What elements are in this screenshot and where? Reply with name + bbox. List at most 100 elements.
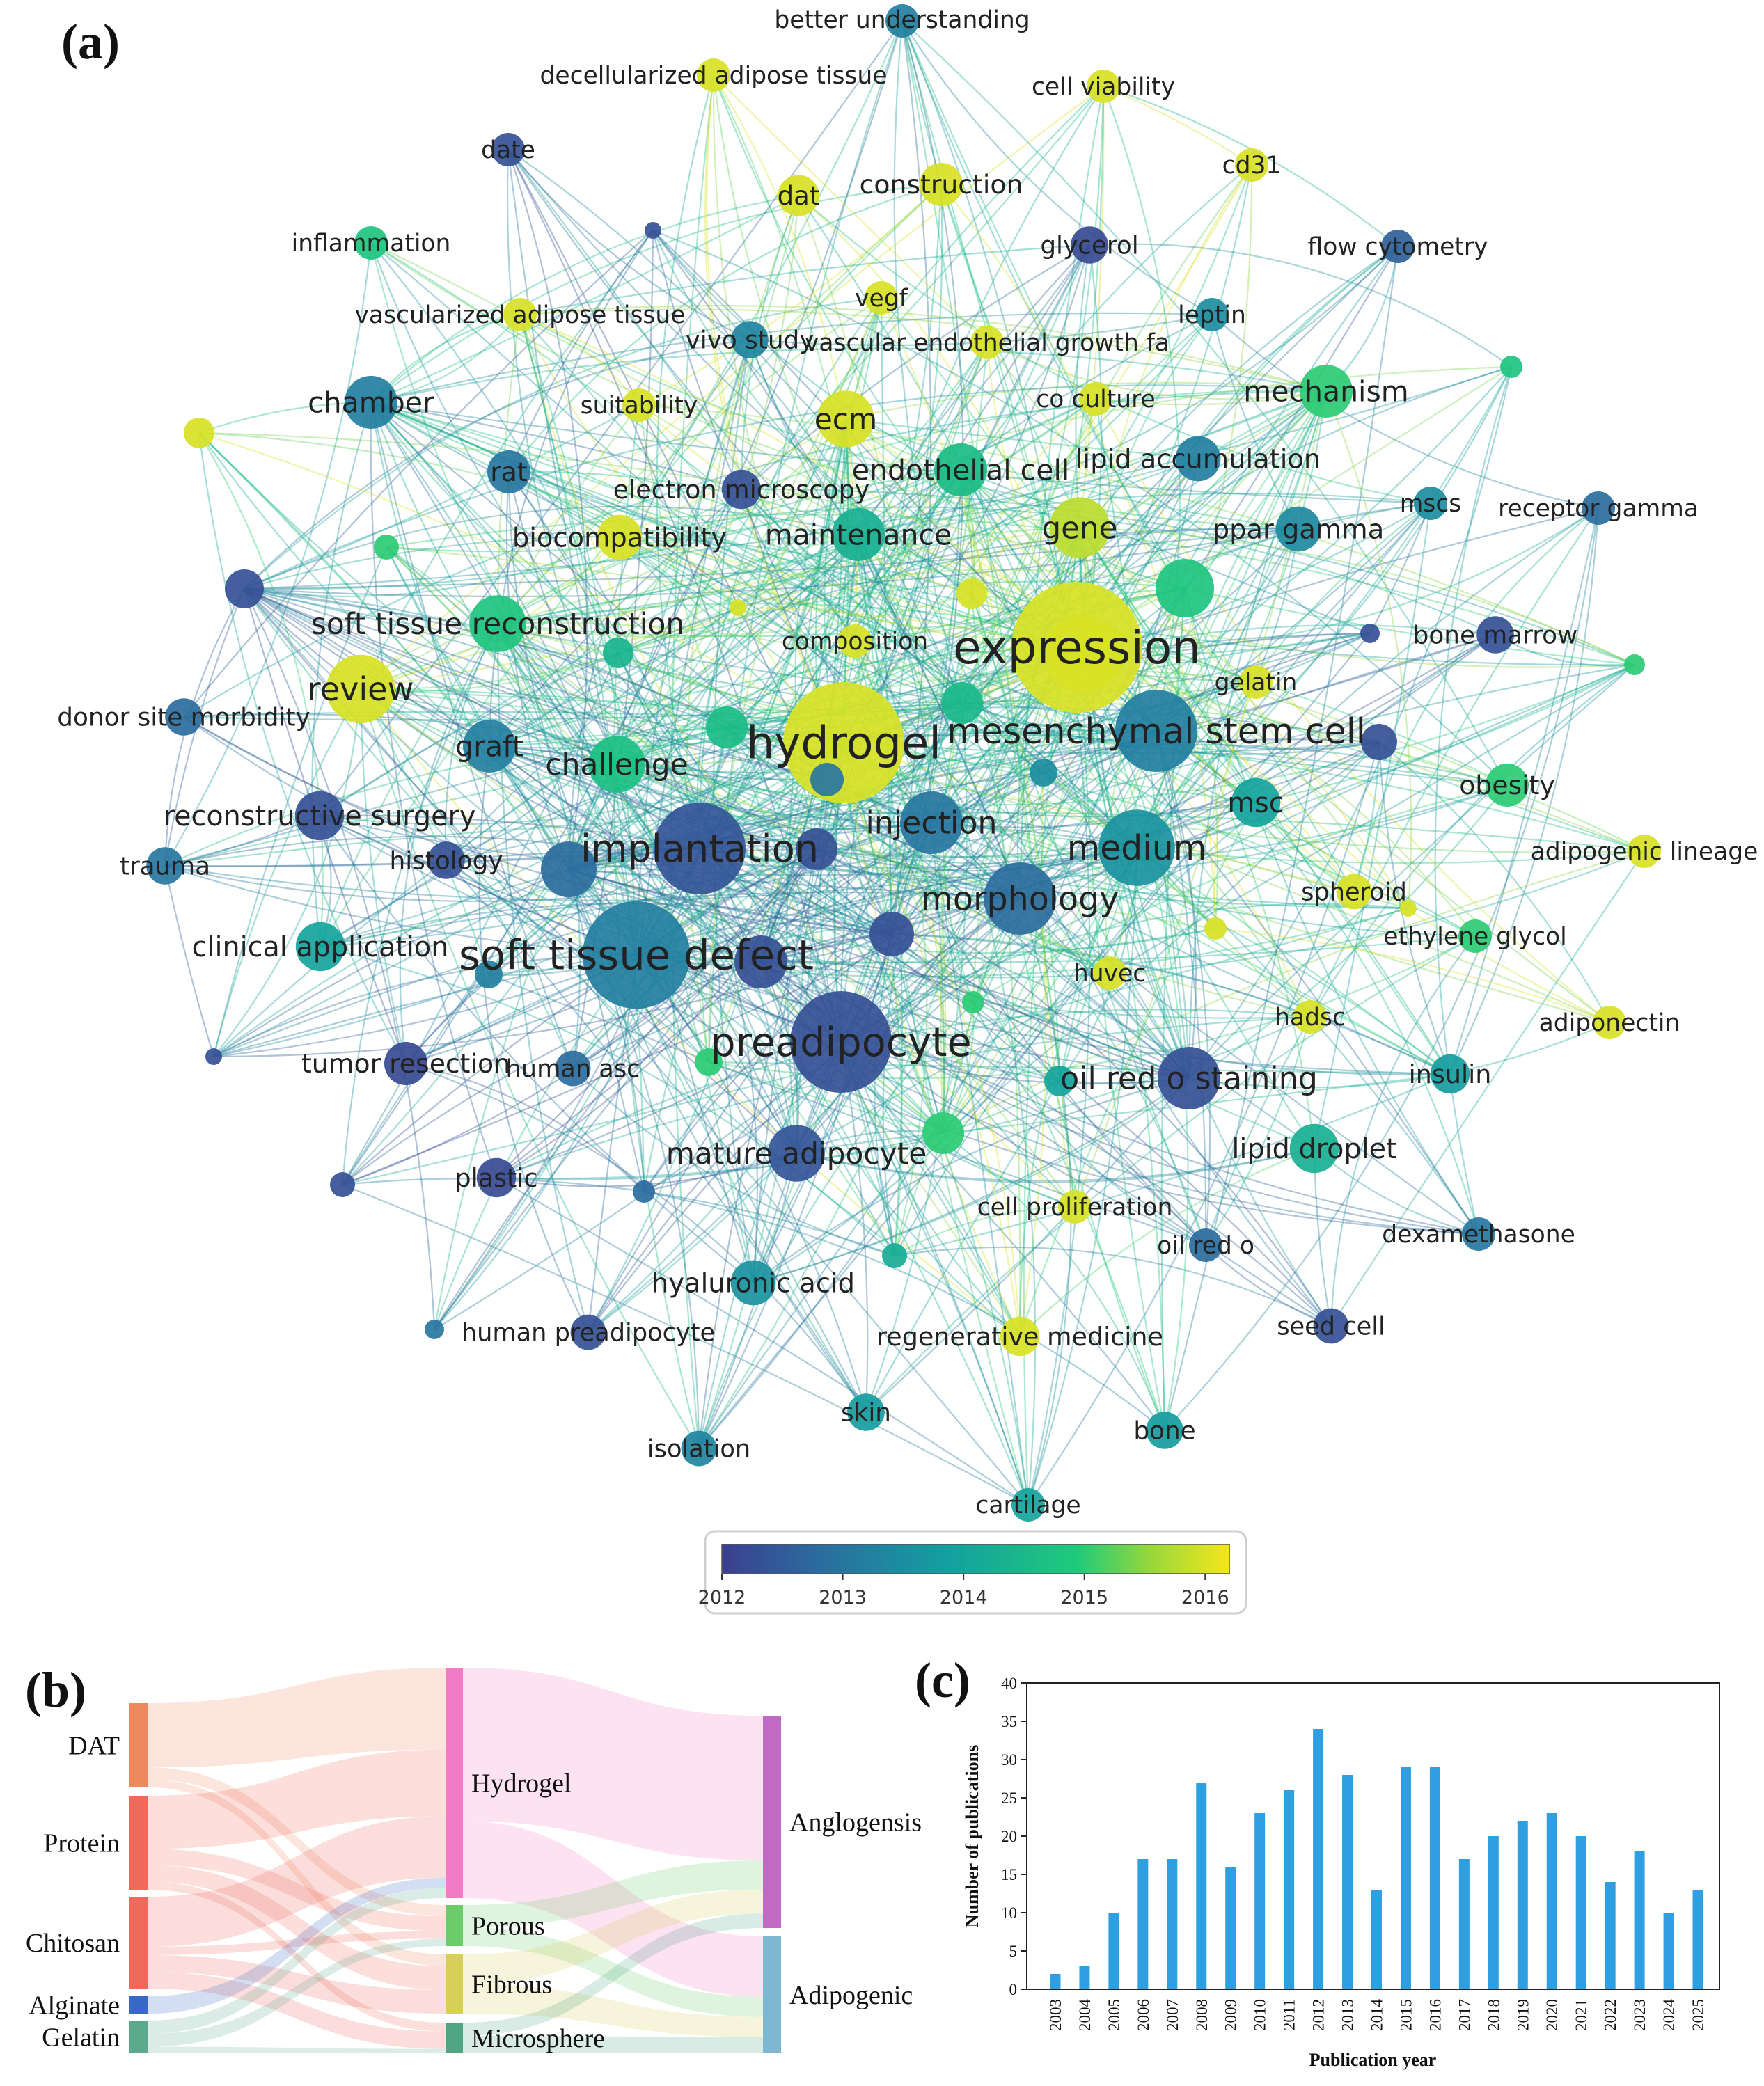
network-edge — [433, 86, 1104, 1330]
x-tick-2013: 2013 — [1339, 1999, 1357, 2031]
label-mature-adipocyte: mature adipocyte — [666, 1137, 927, 1171]
network-edge — [519, 314, 1299, 530]
node-unlabeled — [475, 961, 503, 988]
label-inflammation: inflammation — [292, 230, 451, 258]
node-adipogenic-lineage — [1628, 835, 1661, 868]
node-unlabeled — [796, 828, 837, 870]
network-edge — [636, 654, 1084, 956]
sankey-label-microsphere: Microsphere — [471, 2024, 605, 2053]
node-unlabeled — [1400, 900, 1417, 917]
network-edge — [1136, 846, 1645, 864]
network-edge — [1205, 1245, 1332, 1327]
sankey-link-chitosan-microsphere — [148, 1972, 446, 2049]
network-edge — [319, 815, 842, 1043]
network-edge — [1449, 507, 1600, 1075]
sankey-link-hydrogel-adipogenic — [463, 1821, 763, 1997]
network-edge — [726, 727, 1030, 1506]
sankey-link-protein-microsphere — [148, 1881, 446, 2032]
network-edge — [865, 935, 1476, 1413]
network-edge — [370, 402, 1084, 656]
network-edge — [506, 149, 618, 765]
network-edge — [497, 623, 762, 963]
network-edge — [370, 242, 1190, 1079]
label-date: date — [481, 136, 535, 164]
network-edge — [497, 592, 972, 638]
network-edge — [497, 623, 581, 1069]
network-edge — [901, 20, 1186, 589]
network-edge — [244, 528, 1299, 598]
bar-2022 — [1605, 1882, 1616, 1989]
network-edge — [359, 688, 407, 1064]
network-edge — [961, 164, 1252, 704]
network-edge — [698, 1002, 974, 1449]
network-edge — [704, 74, 844, 743]
node-isolation — [681, 1430, 717, 1467]
network-edge — [843, 741, 1355, 893]
network-edge — [497, 623, 797, 1154]
network-edge — [931, 741, 1380, 828]
network-edge — [843, 314, 1213, 743]
network-edge — [244, 587, 828, 781]
network-edge — [370, 401, 1645, 853]
network-edge — [670, 74, 715, 1449]
network-edge — [1330, 935, 1476, 1327]
network-edge — [617, 534, 859, 654]
label-chamber: chamber — [308, 386, 434, 419]
network-edge — [748, 339, 859, 535]
panel-a-label: (a) — [61, 14, 120, 70]
network-edge — [816, 801, 1257, 858]
network-edge — [726, 727, 1110, 974]
bar-2007 — [1167, 1859, 1178, 1989]
network-edge — [497, 468, 961, 624]
network-edge — [880, 297, 893, 935]
network-edge — [840, 1041, 869, 1413]
network-edge — [244, 588, 436, 1330]
network-edge — [213, 801, 1257, 1058]
label-ecm: ecm — [814, 402, 877, 436]
x-tick-2003: 2003 — [1047, 1999, 1064, 2031]
network-edge — [891, 164, 1253, 935]
network-edge — [1108, 503, 1431, 974]
x-tick-2008: 2008 — [1193, 1999, 1211, 2031]
node-unlabeled — [225, 569, 264, 608]
network-edge — [698, 244, 1090, 1449]
node-insulin — [1430, 1054, 1470, 1094]
network-edge — [752, 730, 1157, 1283]
network-edge — [360, 688, 1021, 900]
network-edge — [213, 741, 844, 1057]
network-edge — [1309, 507, 1599, 1018]
node-mesenchymal-stem-cell — [1115, 690, 1197, 772]
label-hadsc: hadsc — [1275, 1004, 1346, 1032]
sankey-link-alginate-hydrogel — [148, 1877, 446, 2014]
sankey-link-dat-hydrogel — [148, 1668, 446, 1768]
network-edge — [986, 342, 1186, 589]
network-edge — [508, 471, 963, 704]
network-edge — [865, 1077, 1190, 1413]
node-unlabeled — [425, 1320, 444, 1339]
node-unlabeled — [541, 841, 597, 897]
node-better-understanding — [885, 4, 919, 38]
sankey-nodes — [129, 1668, 781, 2053]
network-edge — [519, 313, 640, 406]
network-edge — [488, 418, 846, 975]
node-ethylene-glycol — [1458, 919, 1492, 953]
sankey-label-anglogensis: Anglogensis — [789, 1808, 922, 1838]
node-endothelial-cell — [934, 443, 987, 496]
node-unlabeled — [956, 578, 987, 609]
network-edge — [489, 244, 1090, 747]
network-edge — [1136, 366, 1512, 848]
network-edge — [1019, 1147, 1315, 1337]
network-edge — [858, 534, 933, 823]
node-cartilage — [1011, 1488, 1045, 1522]
sankey-link-hydrogel-anglogensis — [463, 1668, 763, 1860]
node-composition — [838, 624, 872, 658]
x-tick-2025: 2025 — [1690, 1999, 1707, 2031]
node-spheroid — [1336, 874, 1372, 910]
network-edge — [507, 471, 762, 963]
network-edge — [370, 402, 1078, 649]
bar-2006 — [1137, 1859, 1149, 1989]
bar-2023 — [1634, 1851, 1645, 1989]
network-edge — [619, 536, 1078, 649]
network-edge — [213, 868, 569, 1057]
network-edge — [843, 244, 1091, 743]
